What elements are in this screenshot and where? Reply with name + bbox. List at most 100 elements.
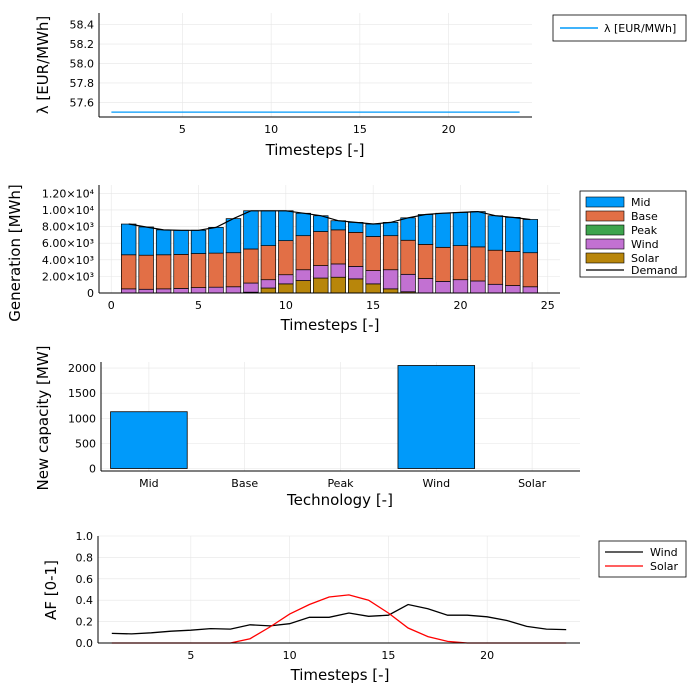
legend-label-wind: Wind	[631, 238, 659, 251]
legend-swatch-solar	[585, 252, 625, 264]
legend-swatch-base	[585, 210, 625, 222]
generation-bar-solar	[365, 283, 381, 294]
generation-bar-wind	[330, 263, 346, 278]
generation-bar-mid	[470, 211, 486, 248]
generation-bar-mid	[505, 217, 521, 252]
generation-bar-wind	[225, 286, 242, 294]
generation-bar-wind	[190, 287, 207, 294]
generation-bar-mid	[313, 215, 329, 232]
x-tick-label: 10	[279, 299, 293, 312]
generation-bar-solar	[330, 276, 346, 294]
price-legend-label: λ [EUR/MWh]	[604, 22, 676, 35]
capacity-y-label: New capacity [MW]	[34, 345, 52, 490]
generation-bar-wind	[313, 265, 329, 279]
generation-bar-wind	[417, 278, 434, 294]
generation-bar-wind	[173, 288, 189, 294]
y-tick-label: 4.00×10³	[42, 254, 94, 267]
generation-bar-base	[190, 253, 207, 288]
generation-bar-base	[208, 252, 224, 288]
generation-bar-solar	[295, 280, 311, 294]
generation-bar-mid	[435, 212, 451, 248]
generation-bar-wind	[348, 266, 364, 280]
legend-label-solar: Solar	[631, 252, 660, 265]
generation-bar-wind	[400, 273, 416, 293]
generation-bar-wind	[382, 269, 399, 290]
y-tick-label: 1.0	[76, 530, 94, 543]
generation-bar-mid	[260, 210, 277, 246]
legend-label-mid: Mid	[631, 196, 651, 209]
generation-bar-wind	[470, 280, 486, 294]
generation-bar-wind	[435, 281, 451, 294]
generation-bar-wind	[365, 270, 381, 285]
generation-bar-base	[225, 252, 242, 288]
generation-bar-mid	[243, 210, 259, 250]
generation-bar-solar	[260, 287, 277, 294]
generation-bar-mid	[190, 229, 207, 254]
af-panel: 5 10 15 20 0.0 0.2 0.4 0.6 0.8 1.0 AF [0-1] Time…	[42, 530, 687, 684]
af-legend-box	[598, 540, 687, 578]
generation-bar-base	[121, 254, 137, 290]
y-tick-label: 8.00×10³	[42, 221, 94, 234]
x-tick-label: 5	[195, 299, 202, 312]
generation-bar-base	[522, 252, 538, 288]
x-tick-label: Wind	[422, 477, 450, 490]
legend-swatch-wind	[585, 238, 625, 250]
x-tick-label: 5	[187, 649, 194, 662]
capacity-bar-wind	[397, 365, 476, 469]
generation-bar-mid	[121, 223, 137, 256]
y-tick-label: 57.8	[70, 77, 95, 90]
generation-bar-base	[505, 251, 521, 286]
generation-bar-base	[278, 240, 294, 276]
generation-bar-wind	[155, 288, 172, 294]
generation-bar-wind	[208, 286, 224, 294]
generation-bar-solar	[278, 283, 294, 294]
generation-bar-base	[295, 235, 311, 271]
legend-label-peak: Peak	[631, 224, 658, 237]
x-tick-label: 15	[366, 299, 380, 312]
af-legend: Wind Solar	[598, 540, 687, 578]
generation-bar-solar	[382, 288, 399, 294]
generation-bar-mid	[487, 215, 504, 251]
generation-bar-mid	[330, 220, 346, 231]
x-tick-label: 0	[108, 299, 115, 312]
y-tick-label: 1500	[68, 387, 96, 400]
generation-bar-base	[260, 245, 277, 281]
price-y-label: λ [EUR/MWh]	[34, 16, 52, 115]
generation-bar-wind	[487, 283, 504, 294]
generation-panel: 0 5 10 15 20 25 0 2.00×10³ 4.00×10³ 6.00×10³ 8.00…	[6, 184, 687, 334]
generation-bar-base	[400, 239, 416, 275]
generation-y-label: Generation [MWh]	[6, 184, 24, 321]
generation-bar-wind	[522, 286, 538, 294]
x-tick-label: 5	[179, 123, 186, 136]
legend-label-base: Base	[631, 210, 658, 223]
generation-bar-base	[382, 235, 399, 271]
generation-x-label: Timesteps [-]	[280, 316, 380, 334]
generation-bar-base	[138, 254, 154, 290]
generation-bar-wind	[505, 285, 521, 294]
x-tick-label: 20	[480, 649, 494, 662]
generation-bar-base	[243, 248, 259, 284]
y-tick-label: 2.00×10³	[42, 270, 94, 283]
generation-bar-wind	[121, 288, 137, 294]
x-tick-label: Peak	[327, 477, 354, 490]
generation-bar-mid	[452, 212, 469, 246]
capacity-x-label: Technology [-]	[286, 491, 393, 509]
generation-bar-wind	[260, 279, 277, 289]
y-tick-label: 58.0	[70, 58, 95, 71]
generation-bar-mid	[522, 219, 538, 254]
generation-bar-mid	[348, 222, 364, 233]
generation-bar-base	[173, 254, 189, 289]
x-tick-label: Solar	[518, 477, 547, 490]
price-legend: λ [EUR/MWh]	[552, 14, 687, 42]
y-tick-label: 0	[87, 287, 94, 300]
y-tick-label: 58.4	[70, 19, 95, 32]
generation-bar-mid	[208, 227, 224, 254]
generation-bar-base	[487, 249, 504, 285]
y-tick-label: 58.2	[70, 38, 95, 51]
y-tick-label: 0.0	[76, 637, 94, 650]
y-tick-label: 2000	[68, 362, 96, 375]
generation-bar-solar	[313, 277, 329, 294]
af-legend-label-wind: Wind	[650, 546, 678, 559]
demand-line	[128, 210, 531, 231]
